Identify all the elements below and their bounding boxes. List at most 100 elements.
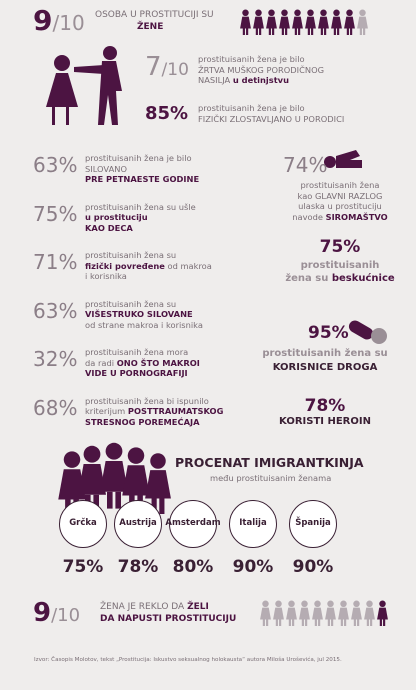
text-line: i korisnika	[85, 271, 127, 281]
place-circle	[229, 500, 277, 548]
text-part: beskućnice	[331, 273, 395, 284]
footer-text: ŽENA JE REKLO DA ŽELI DA NAPUSTI PROSTITU…	[100, 601, 236, 625]
text-part: od makroa	[167, 260, 212, 271]
stat-value: 95%	[308, 323, 349, 343]
stat-value: 63%	[33, 153, 78, 177]
place-circle	[289, 500, 337, 548]
text-line: ulaska u prostituciju	[298, 201, 382, 211]
text-line: PRE PETNAESTE GODINE	[85, 174, 200, 184]
stat-value: 71%	[33, 250, 78, 274]
place-label: Italija	[239, 518, 267, 528]
text-line: KORISNICE DROGA	[272, 362, 378, 373]
poverty-icon	[324, 150, 362, 168]
text-line: od strane makroa i korisnika	[85, 319, 203, 330]
text-line: kriterijum POSTTRAUMATSKOG	[85, 406, 223, 417]
stat-value: 78%	[304, 396, 346, 416]
text-line: DA NAPUSTI PROSTITUCIJU	[100, 614, 237, 624]
place-value: 78%	[117, 557, 159, 577]
place-label: Austrija	[119, 518, 157, 528]
text-part: u detinjstvu	[232, 75, 289, 85]
text-line: prostituisanih žena bi ispunilo	[85, 395, 209, 406]
stat-text: prostituisanih žena su VIŠESTRUKO SILOVAN…	[85, 299, 203, 331]
place-label: Grčka	[69, 518, 97, 528]
place-label: Španija	[295, 518, 331, 528]
text-line: prostituisanih žena su ušle	[85, 201, 196, 212]
violence-icon	[46, 46, 122, 125]
text-part: ONO ŠTO MAKROI	[116, 357, 200, 368]
text-line: da radi ONO ŠTO MAKROI	[85, 358, 200, 369]
violence-text: prostituisanih žena je bilo ŽRTVA MUŠKOG …	[198, 54, 324, 86]
text-part: POSTTRAUMATSKOG	[127, 406, 224, 416]
text-line: KAO DECA	[85, 222, 133, 233]
text-line: prostituisanih žena mora	[85, 347, 189, 357]
text-line: ŽRTVA MUŠKOG PORODIČNOG	[198, 64, 325, 75]
text-part: ŽELI	[187, 602, 209, 612]
text-line: SILOVANO	[85, 163, 127, 174]
text-line: VIDE U PORNOGRAFIJI	[85, 368, 188, 378]
text-line: fizički povređene od makroa	[85, 261, 212, 272]
fraction-num: 7	[145, 52, 162, 82]
text-part: kriterijum	[85, 406, 126, 416]
stat-text: prostituisanih žena su ušle u prostitucij…	[85, 202, 196, 234]
section-subtitle: među prostituisanim ženama	[210, 473, 332, 483]
homeless-text: prostituisanih žena su beskućnice	[265, 259, 415, 285]
place-value: 75%	[62, 557, 104, 577]
fraction-num: 9	[33, 4, 53, 37]
fraction-den: /10	[161, 60, 189, 80]
fraction-den: /10	[52, 11, 85, 35]
drugs-text: prostituisanih žena su KORISNICE DROGA	[250, 347, 400, 375]
place-circle	[114, 500, 162, 548]
text-part: ŽENA JE REKLO DA	[100, 602, 185, 612]
section-title: PROCENAT IMIGRANTKINJA	[175, 455, 364, 470]
stat-value: 75%	[319, 237, 361, 257]
text-part: fizički povređene	[85, 260, 165, 271]
text-line: prostituisanih žena je bilo	[198, 54, 305, 64]
text-line: prostituisanih žena su	[262, 348, 388, 359]
pct: 85%	[145, 103, 189, 124]
text-line: prostituisanih žena su	[85, 250, 177, 260]
text-line: STRESNOG POREMEĆAJA	[85, 416, 200, 427]
stat-value: 68%	[33, 395, 78, 420]
text-line: prostituisanih žena	[300, 180, 380, 190]
place-value: 90%	[292, 557, 334, 577]
stat-text: prostituisanih žena je bilo SILOVANO PRE P…	[85, 153, 199, 185]
text-part: SIROMAŠTVO	[325, 211, 388, 222]
footer-fraction: 9/10	[33, 598, 80, 628]
place-circle	[59, 500, 107, 548]
text-line: u prostituciju	[85, 212, 148, 222]
stat-value: 63%	[33, 298, 78, 323]
stat-text: prostituisanih žena bi ispunilo kriteriju…	[85, 396, 223, 428]
stat-text: prostituisanih žena su fizički povređene …	[85, 250, 212, 282]
text-line: prostituisanih	[300, 260, 380, 271]
text-line: prostituisanih žena je bilo	[85, 153, 192, 163]
text-line: kao GLAVNI RAZLOG	[297, 190, 383, 201]
stat-value: 75%	[33, 201, 78, 226]
text-part: da radi	[85, 357, 115, 368]
stat-value: 32%	[33, 347, 78, 371]
place-value: 80%	[172, 557, 214, 577]
text-part: navode	[292, 211, 323, 222]
fraction-num: 9	[33, 598, 52, 628]
text-part: NASILJA	[198, 75, 231, 85]
place-value: 90%	[232, 557, 274, 577]
text-part: žena su	[285, 273, 329, 284]
header-text-bold: ŽENE	[137, 22, 164, 32]
text-line: VIŠESTRUKO SILOVANE	[85, 309, 193, 319]
header-text: OSOBA U PROSTITUCIJI SU	[95, 10, 214, 20]
text-line: prostituisanih žena je bilo	[198, 103, 305, 113]
fraction-den: /10	[51, 605, 81, 626]
pct-text: prostituisanih žena je bilo FIZIČKI ZLOST…	[198, 103, 344, 124]
source: Izvor: Časopis Molotov, tekst „Prostituc…	[34, 657, 342, 663]
women-icons	[260, 600, 388, 626]
violence-fraction: 7/10	[145, 52, 189, 82]
text-line: FIZIČKI ZLOSTAVLJANO U PORODICI	[198, 113, 345, 124]
women-icons	[240, 9, 368, 35]
pills-icon	[348, 320, 387, 344]
stat-text: prostituisanih žena mora da radi ONO ŠTO …	[85, 347, 200, 379]
text-line: prostituisanih žena su	[85, 298, 177, 309]
stat-text: KORISTI HEROIN	[279, 416, 371, 427]
poverty-text: prostituisanih žena kao GLAVNI RAZLOG ulas…	[265, 180, 415, 222]
stat-value: 74%	[283, 153, 328, 177]
place-circle	[169, 500, 217, 548]
